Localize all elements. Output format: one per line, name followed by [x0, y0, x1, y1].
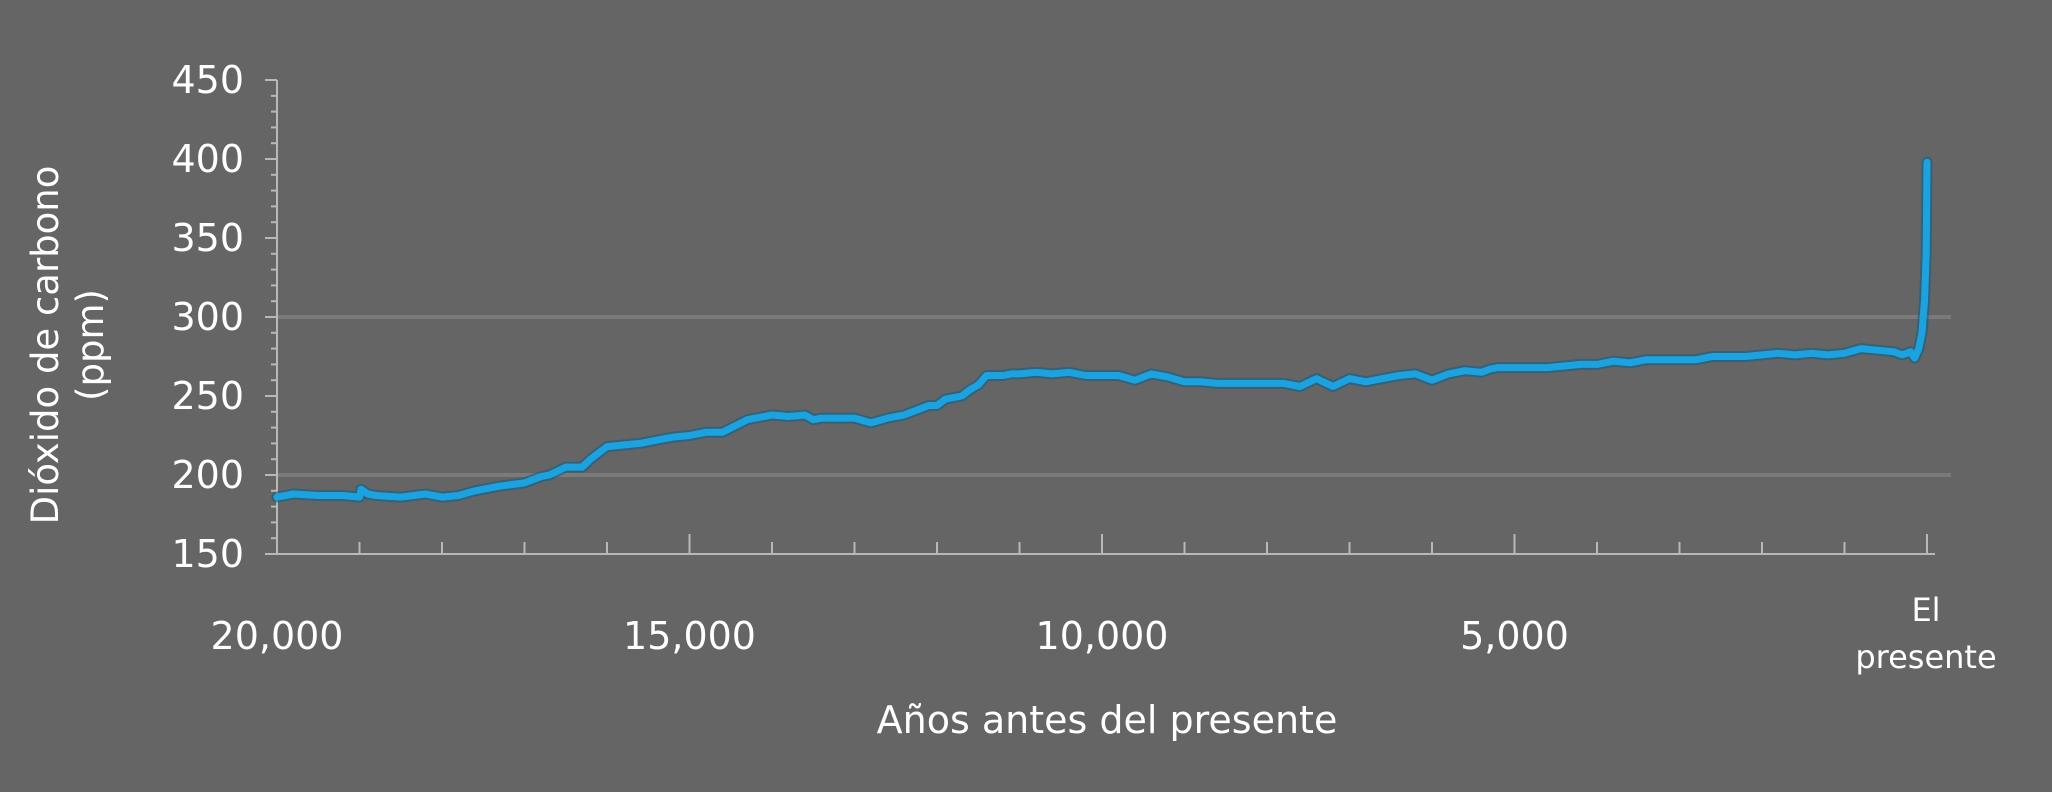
y-tick-label-250: 250	[171, 374, 244, 418]
x-tick-label-end-line2: presente	[1855, 638, 1996, 676]
x-axis-title: Años antes del presente	[877, 698, 1338, 742]
x-tick-label-end-line1: El	[1911, 591, 1940, 629]
y-tick-label-150: 150	[171, 532, 244, 576]
x-tick-label-15000: 15,000	[623, 614, 756, 658]
y-tick-label-450: 450	[171, 58, 244, 102]
reference-lines	[277, 315, 1951, 477]
x-tick-label-20000: 20,000	[211, 614, 344, 658]
y-minor-ticks	[265, 79, 277, 555]
series-line-shadow-0	[271, 156, 1933, 503]
y-axis-title-line2: (ppm)	[69, 289, 112, 401]
x-tick-labels: 20,000 15,000 10,000 5,000	[211, 614, 1569, 658]
series-line-0	[273, 158, 1931, 501]
x-tick-label-10000: 10,000	[1036, 614, 1169, 658]
y-axis-title-line1: Dióxido de carbono	[24, 166, 67, 525]
series-layer	[271, 156, 1933, 503]
y-tick-label-400: 400	[171, 137, 244, 181]
x-minor-ticks	[276, 534, 1928, 554]
y-tick-labels: 150 200 250 300 350 400 450	[171, 58, 244, 576]
y-tick-label-200: 200	[171, 453, 244, 497]
y-tick-label-350: 350	[171, 216, 244, 260]
y-tick-label-300: 300	[171, 295, 244, 339]
x-tick-label-5000: 5,000	[1460, 614, 1569, 658]
